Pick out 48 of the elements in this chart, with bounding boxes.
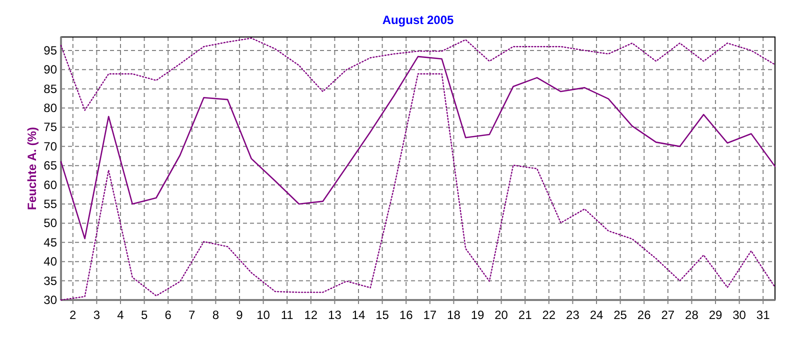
x-tick-label: 20: [494, 308, 508, 322]
x-tick-label: 11: [280, 308, 294, 322]
x-tick-label: 2: [70, 308, 77, 322]
y-tick-label: 55: [44, 197, 58, 212]
x-tick-label: 18: [447, 308, 461, 322]
x-tick-label: 5: [140, 308, 148, 322]
y-tick-label: 60: [44, 178, 58, 192]
line-series: [60, 56, 776, 240]
y-tick-label: 50: [44, 216, 58, 230]
x-tick-label: 24: [590, 308, 604, 322]
x-tick-label: 4: [117, 308, 124, 322]
y-tick-label: 95: [44, 43, 58, 58]
y-tick-label: 65: [44, 158, 58, 173]
y-tick-label: 35: [44, 274, 58, 288]
y-tick-label: 75: [44, 120, 58, 134]
x-tick-label: 17: [423, 308, 437, 322]
y-tick-label: 90: [44, 62, 58, 77]
x-tick-label: 12: [304, 308, 318, 322]
x-tick-label: 26: [637, 308, 652, 322]
x-tick-label: 21: [518, 308, 532, 322]
x-tick-label: 3: [93, 308, 100, 322]
x-tick-label: 7: [188, 308, 196, 322]
x-tick-label: 6: [164, 308, 172, 322]
x-tick-label: 25: [614, 308, 628, 322]
y-tick-label: 70: [44, 139, 58, 154]
x-tick-label: 23: [566, 308, 580, 322]
y-tick-label: 40: [44, 254, 58, 269]
y-tick-label: 30: [44, 293, 58, 307]
x-tick-label: 22: [542, 308, 556, 322]
x-tick-label: 16: [399, 308, 414, 322]
chart-title: August 2005: [382, 13, 454, 27]
y-tick-label: 45: [44, 235, 58, 250]
x-tick-label: 31: [756, 308, 770, 322]
x-tick-label: 14: [352, 308, 366, 322]
y-tick-label: 80: [44, 101, 58, 116]
x-tick-label: 8: [212, 308, 220, 322]
x-tick-label: 19: [470, 308, 484, 322]
x-tick-label: 9: [236, 308, 244, 322]
y-tick-label: 85: [44, 82, 58, 96]
x-tick-label: 15: [376, 308, 390, 322]
line-series: [60, 38, 776, 111]
y-axis-title: Feuchte A. (%): [25, 127, 39, 210]
x-tick-label: 13: [328, 308, 342, 322]
x-tick-label: 10: [256, 308, 270, 322]
x-tick-label: 28: [685, 308, 699, 322]
x-tick-label: 30: [732, 308, 746, 322]
x-tick-label: 29: [708, 308, 722, 322]
x-tick-label: 27: [661, 308, 675, 322]
